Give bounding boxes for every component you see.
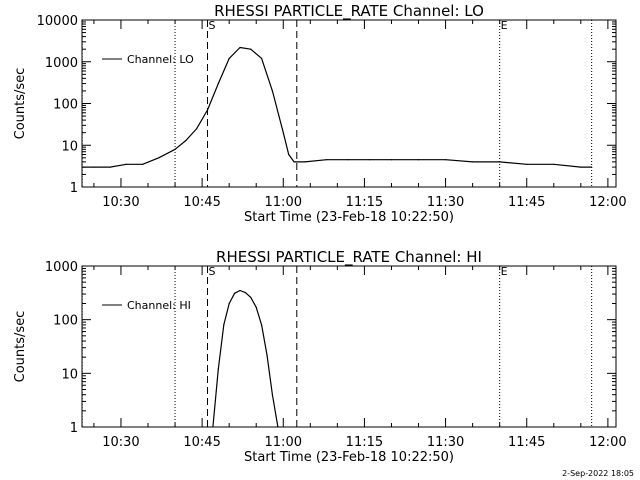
data-point	[390, 159, 393, 161]
x-tick-label: 10:45	[183, 435, 220, 450]
data-point	[282, 132, 284, 134]
data-series-line	[83, 46, 592, 168]
data-point	[266, 354, 268, 356]
time-marker-label: E	[501, 265, 508, 278]
data-point	[217, 83, 219, 85]
y-tick-label: 1	[70, 181, 78, 196]
y-tick-label: 1000	[45, 56, 78, 71]
x-tick-label: 11:30	[427, 435, 464, 450]
x-tick-label: 11:15	[346, 195, 383, 210]
y-tick-label: 100	[53, 314, 78, 329]
y-tick-label: 100	[53, 98, 78, 113]
time-marker-label: S	[209, 19, 216, 32]
time-marker-label: E	[501, 19, 508, 32]
y-tick-label: 10000	[37, 14, 78, 29]
data-point	[369, 159, 371, 161]
data-point	[499, 161, 501, 163]
x-tick-label: 12:00	[589, 195, 626, 210]
x-tick-label: 10:30	[102, 435, 139, 450]
timestamp-stamp: 2-Sep-2022 18:05	[562, 469, 634, 478]
data-point	[347, 159, 349, 161]
data-point	[234, 292, 236, 294]
data-point	[293, 161, 295, 163]
data-point	[250, 48, 252, 50]
x-axis-label: Start Time (23-Feb-18 10:22:50)	[244, 210, 454, 225]
x-tick-label: 12:00	[589, 435, 626, 450]
data-point	[109, 166, 111, 168]
x-axis-label: Start Time (23-Feb-18 10:22:50)	[244, 450, 454, 465]
chart-title: RHESSI PARTICLE_RATE Channel: HI	[216, 248, 482, 267]
data-point	[185, 139, 187, 142]
x-tick-label: 11:15	[346, 435, 383, 450]
data-point	[212, 426, 214, 428]
data-point	[206, 109, 209, 111]
legend-label: Channel: HI	[127, 299, 191, 312]
data-point	[239, 46, 241, 49]
data-point	[553, 163, 555, 165]
data-point	[93, 166, 95, 168]
data-point	[255, 306, 257, 308]
data-point	[445, 159, 447, 161]
data-point	[125, 163, 127, 165]
data-point	[591, 166, 593, 168]
data-point	[288, 153, 290, 156]
chart-title: RHESSI PARTICLE_RATE Channel: LO	[214, 2, 484, 21]
x-tick-label: 11:30	[427, 195, 464, 210]
data-point	[472, 161, 474, 163]
data-point	[244, 292, 246, 294]
data-point	[228, 302, 230, 305]
y-tick-label: 1000	[45, 260, 78, 275]
data-point	[239, 289, 241, 292]
data-point	[271, 90, 273, 92]
data-point	[277, 426, 279, 428]
data-point	[174, 148, 176, 150]
data-point	[217, 368, 219, 370]
data-point	[250, 296, 252, 298]
data-point	[261, 324, 263, 326]
data-point	[142, 163, 144, 165]
plot-frame	[81, 265, 617, 428]
x-tick-label: 11:00	[265, 195, 302, 210]
x-tick-label: 11:45	[508, 435, 545, 450]
data-point	[580, 166, 582, 168]
data-point	[417, 159, 420, 161]
y-axis-label: Counts/sec	[13, 68, 28, 140]
y-tick-label: 10	[61, 139, 78, 154]
y-axis-label: Counts/sec	[13, 311, 28, 383]
x-tick-label: 10:45	[183, 195, 220, 210]
x-tick-label: 11:45	[508, 195, 545, 210]
data-point	[271, 394, 273, 396]
data-point	[196, 128, 198, 130]
data-series-line	[212, 289, 279, 428]
plot-frame	[81, 19, 617, 188]
y-tick-label: 10	[61, 367, 78, 382]
data-point	[228, 57, 230, 60]
data-point	[325, 159, 328, 161]
data-point	[526, 163, 528, 165]
data-point	[261, 57, 263, 60]
data-point	[82, 166, 84, 168]
data-point	[223, 324, 225, 326]
y-tick-label: 1	[70, 421, 78, 436]
time-marker-label: S	[209, 265, 216, 278]
x-tick-label: 10:30	[102, 195, 139, 210]
data-point	[158, 157, 160, 159]
chart-panel-2: RHESSI PARTICLE_RATE Channel: HI 10:30 10:…	[13, 248, 627, 465]
legend-label: Channel: LO	[127, 53, 194, 66]
x-tick-label: 11:00	[265, 435, 302, 450]
data-point	[304, 161, 306, 163]
chart-panel-1: RHESSI PARTICLE_RATE Channel: LO 10:30 10:…	[13, 2, 627, 225]
